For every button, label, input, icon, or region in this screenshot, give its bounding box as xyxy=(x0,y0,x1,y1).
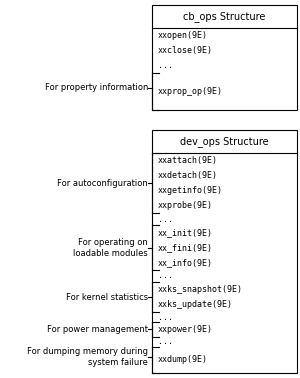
Text: dev_ops Structure: dev_ops Structure xyxy=(180,136,269,147)
Text: For property information: For property information xyxy=(45,84,148,93)
Text: For kernel statistics: For kernel statistics xyxy=(66,293,148,302)
Text: xxopen(9E): xxopen(9E) xyxy=(158,31,208,40)
Text: ...: ... xyxy=(158,338,173,347)
Bar xyxy=(152,5,297,110)
Text: ...: ... xyxy=(158,271,173,280)
Text: xx_fini(9E): xx_fini(9E) xyxy=(158,243,213,252)
Text: For operating on
loadable modules: For operating on loadable modules xyxy=(73,238,148,258)
Text: xxprobe(9E): xxprobe(9E) xyxy=(158,201,213,210)
Text: xxks_update(9E): xxks_update(9E) xyxy=(158,300,233,309)
Text: ...: ... xyxy=(158,61,173,70)
Text: xxpower(9E): xxpower(9E) xyxy=(158,325,213,334)
Bar xyxy=(152,130,297,373)
Text: ...: ... xyxy=(158,313,173,322)
Text: For power management: For power management xyxy=(47,324,148,333)
Text: For autoconfiguration: For autoconfiguration xyxy=(57,178,148,187)
Text: xxclose(9E): xxclose(9E) xyxy=(158,46,213,55)
Text: xxks_snapshot(9E): xxks_snapshot(9E) xyxy=(158,285,243,294)
Text: ...: ... xyxy=(158,214,173,223)
Text: xxdump(9E): xxdump(9E) xyxy=(158,355,208,364)
Text: cb_ops Structure: cb_ops Structure xyxy=(183,11,266,22)
Text: xxgetinfo(9E): xxgetinfo(9E) xyxy=(158,186,223,195)
Text: xxdetach(9E): xxdetach(9E) xyxy=(158,171,218,180)
Text: xxattach(9E): xxattach(9E) xyxy=(158,156,218,165)
Text: For dumping memory during
system failure: For dumping memory during system failure xyxy=(27,347,148,367)
Text: xx_info(9E): xx_info(9E) xyxy=(158,258,213,267)
Text: xxprop_op(9E): xxprop_op(9E) xyxy=(158,87,223,96)
Text: xx_init(9E): xx_init(9E) xyxy=(158,228,213,237)
